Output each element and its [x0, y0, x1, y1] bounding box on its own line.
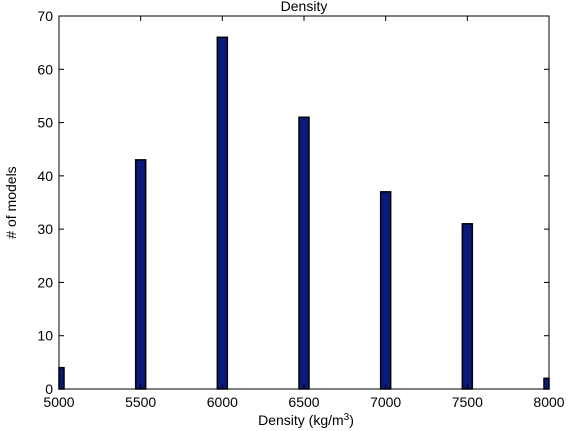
bar	[216, 36, 229, 390]
x-axis-label-superscript: 3	[344, 412, 350, 423]
x-tick-label: 6500	[288, 394, 319, 410]
y-tick-label: 60	[37, 61, 53, 77]
y-tick-label: 70	[37, 8, 53, 24]
x-tick-label: 5500	[125, 394, 156, 410]
y-axis-ticks: 0 10 20 30 40 50 60 70	[37, 8, 549, 397]
x-tick-label: 7500	[452, 394, 483, 410]
y-tick-label: 0	[45, 381, 53, 397]
x-axis-ticks: 5000 5500 6000 6500 7000 7500 8000	[43, 16, 565, 410]
bars-group	[58, 36, 550, 390]
bar	[134, 159, 147, 390]
x-tick-label: 8000	[533, 394, 564, 410]
y-tick-label: 10	[37, 328, 53, 344]
bar	[58, 366, 65, 390]
y-tick-label: 20	[37, 274, 53, 290]
y-tick-label: 50	[37, 115, 53, 131]
bar	[543, 377, 550, 390]
bar	[461, 223, 474, 390]
y-axis-label: # of models	[3, 166, 19, 238]
y-tick-label: 40	[37, 168, 53, 184]
bar	[379, 191, 392, 390]
bar	[298, 116, 310, 390]
x-axis-label: Density (kg/m3)	[258, 412, 354, 429]
chart-title: Density	[281, 0, 328, 14]
x-axis-label-prefix: Density (kg/m	[258, 412, 344, 428]
y-tick-label: 30	[37, 221, 53, 237]
x-tick-label: 6000	[207, 394, 238, 410]
x-axis-label-suffix: )	[349, 412, 354, 428]
x-tick-label: 7000	[370, 394, 401, 410]
x-tick-label: 5000	[43, 394, 74, 410]
